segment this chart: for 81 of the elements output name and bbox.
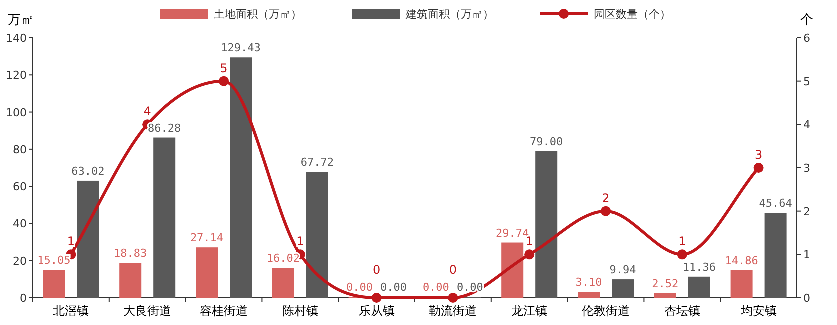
data-label: 0.00 — [346, 281, 374, 294]
y-tick-label: 40 — [13, 218, 27, 231]
x-tick-label: 杏坛镇 — [664, 304, 700, 318]
data-label: 1 — [67, 234, 76, 249]
data-label: 0 — [372, 263, 381, 277]
data-label: 1 — [526, 234, 534, 249]
data-label: 3 — [754, 148, 763, 162]
bar — [764, 213, 787, 298]
data-label: 5 — [220, 61, 228, 76]
data-label: 45.64 — [759, 197, 793, 210]
data-label: 1 — [296, 234, 304, 249]
y-axis-title: 万㎡ — [8, 13, 34, 28]
legend-label: 建筑面积（万㎡） — [405, 8, 494, 21]
bar — [43, 270, 66, 298]
data-label: 0 — [449, 263, 458, 277]
y2-tick-label: 2 — [804, 205, 810, 218]
bar — [120, 263, 142, 298]
bar — [154, 138, 176, 298]
point — [601, 206, 611, 216]
x-tick-label: 勒流街道 — [429, 304, 478, 318]
y2-tick-label: 4 — [804, 118, 810, 132]
y-tick-label: 80 — [13, 143, 27, 156]
y2-tick-label: 0 — [804, 292, 810, 305]
data-label: 9.94 — [610, 264, 637, 277]
bar — [77, 180, 100, 298]
point — [372, 293, 382, 303]
data-label: 11.36 — [682, 260, 716, 274]
data-label: 3.10 — [576, 276, 602, 290]
x-tick-label: 均安镇 — [740, 304, 777, 318]
y-tick-label: 0 — [20, 292, 27, 305]
data-label: 63.02 — [72, 164, 105, 178]
bar — [306, 172, 328, 298]
bar — [230, 58, 252, 298]
data-label: 1 — [678, 234, 686, 249]
point — [448, 293, 458, 303]
data-label: 67.72 — [300, 156, 334, 170]
bar — [502, 242, 524, 298]
data-label: 16.02 — [266, 252, 300, 266]
data-label: 79.00 — [530, 135, 564, 148]
y-tick-label: 140 — [6, 32, 27, 45]
y2-axis-title: 个 — [800, 13, 814, 28]
point — [219, 76, 229, 86]
y2-tick-label: 1 — [804, 248, 810, 262]
x-tick-label: 伦教街道 — [582, 304, 630, 318]
data-label: 86.28 — [148, 122, 182, 135]
bar — [730, 270, 753, 298]
point — [677, 250, 688, 260]
data-label: 4 — [144, 104, 152, 119]
legend-label: 园区数量（个） — [594, 8, 671, 21]
data-label: 15.05 — [38, 254, 71, 268]
x-tick-label: 容桂街道 — [200, 304, 248, 318]
bar — [196, 248, 218, 298]
y2-tick-label: 3 — [804, 162, 810, 175]
data-label: 2.52 — [652, 277, 679, 290]
x-tick-label: 龙江镇 — [512, 304, 548, 318]
bar — [272, 268, 294, 298]
y2-tick-label: 6 — [804, 32, 810, 45]
point — [524, 250, 535, 260]
data-label: 129.43 — [221, 42, 261, 55]
x-tick-label: 陈村镇 — [282, 304, 318, 318]
data-label: 18.83 — [114, 247, 148, 260]
data-label: 2 — [602, 191, 610, 206]
point — [754, 163, 764, 173]
y-tick-label: 60 — [13, 180, 27, 194]
y-tick-label: 20 — [13, 254, 27, 268]
x-tick-label: 大良街道 — [124, 304, 172, 318]
data-label: 14.86 — [725, 254, 758, 268]
data-label: 0.00 — [380, 281, 408, 294]
x-tick-label: 北滘镇 — [53, 304, 90, 318]
y-tick-label: 100 — [6, 106, 27, 120]
y2-tick-label: 5 — [804, 75, 810, 88]
bar — [654, 293, 676, 298]
x-tick-label: 乐从镇 — [358, 304, 395, 318]
y-tick-label: 120 — [6, 69, 27, 82]
bar — [536, 151, 558, 298]
data-label: 0.00 — [422, 281, 450, 294]
data-label: 27.14 — [190, 232, 224, 245]
bar — [688, 276, 710, 298]
legend-label: 土地面积（万㎡） — [214, 8, 302, 21]
bar — [612, 280, 634, 298]
bar — [578, 292, 600, 298]
